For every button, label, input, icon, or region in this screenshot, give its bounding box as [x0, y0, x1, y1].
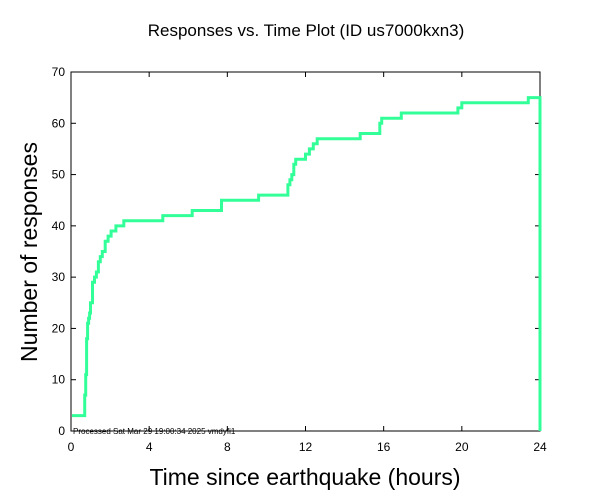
y-tick-label: 30: [52, 270, 66, 284]
y-tick-label: 70: [52, 65, 66, 79]
x-axis-ticks: 0 4 8 12 16 20 24: [68, 72, 547, 454]
processed-annotation: Processed Sat Mar 29 19:00:34 2025 vmdyf…: [73, 427, 236, 436]
x-tick-label: 16: [377, 440, 391, 454]
x-tick-label: 24: [533, 440, 547, 454]
x-tick-label: 20: [455, 440, 469, 454]
axes: [70, 71, 541, 432]
plot-frame: [70, 71, 541, 432]
y-tick-label: 40: [52, 219, 66, 233]
responses-line: [72, 96, 542, 431]
y-tick-label: 20: [52, 321, 66, 335]
y-axis-ticks: 0 10 20 30 40 50 60 70: [52, 65, 540, 438]
y-tick-label: 10: [52, 373, 66, 387]
chart-title: Responses vs. Time Plot (ID us7000kxn3): [148, 21, 465, 40]
x-axis-label: Time since earthquake (hours): [149, 464, 460, 490]
y-axis-label: Number of responses: [16, 142, 42, 362]
y-tick-label: 0: [58, 424, 65, 438]
x-tick-label: 8: [224, 440, 231, 454]
y-tick-label: 50: [52, 168, 66, 182]
x-tick-label: 4: [146, 440, 153, 454]
x-tick-label: 0: [68, 440, 75, 454]
x-tick-label: 12: [299, 440, 313, 454]
y-tick-label: 60: [52, 116, 66, 130]
